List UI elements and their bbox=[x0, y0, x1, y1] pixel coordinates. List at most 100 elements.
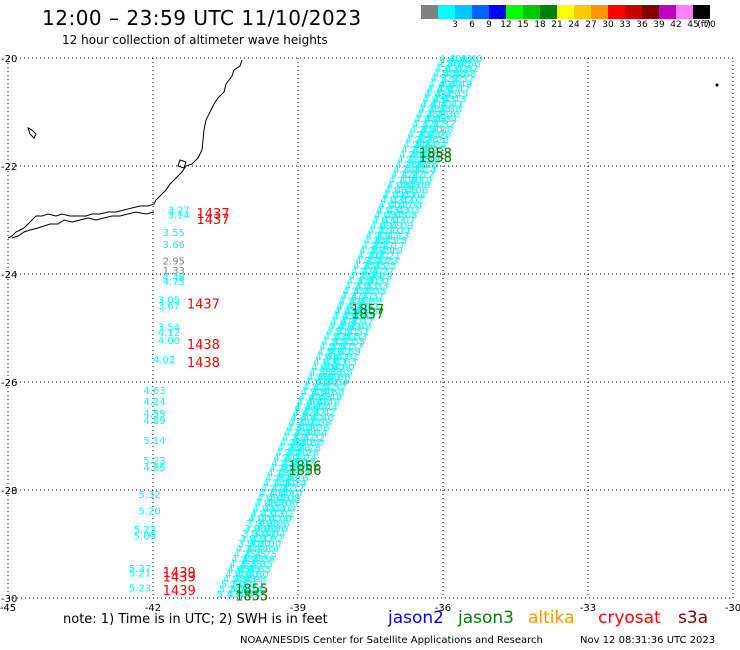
lat-tick-label: -30 bbox=[1, 594, 17, 605]
wave-height-label: 4.52 bbox=[452, 74, 474, 85]
wave-height-label: 4.32 bbox=[282, 433, 304, 444]
wave-height-label: 4.50 bbox=[322, 388, 344, 399]
wave-height-label: 4.47 bbox=[330, 317, 352, 328]
pass-time-label: 1858 bbox=[419, 151, 452, 166]
wave-height-label: 4.10 bbox=[410, 175, 432, 186]
wave-height-label: 4.38 bbox=[429, 105, 451, 116]
wave-height-label: 4.41 bbox=[347, 302, 369, 313]
wave-height-label: 4.38 bbox=[231, 554, 253, 565]
wave-height-label: 4.27 bbox=[372, 266, 394, 277]
wave-height-label: 4.35 bbox=[343, 286, 365, 297]
wave-height-label: 4.12 bbox=[158, 328, 180, 339]
wave-height-label: 4.50 bbox=[301, 388, 323, 399]
wave-height-label: 5.24 bbox=[219, 585, 241, 596]
wave-height-label: 4.41 bbox=[420, 99, 442, 110]
wave-height-label: 4.54 bbox=[316, 377, 338, 388]
wave-height-label: 4.28 bbox=[288, 443, 310, 454]
wave-height-label: 4.60 bbox=[311, 362, 333, 373]
wave-height-label: 4.54 bbox=[326, 377, 348, 388]
wave-height-label: 4.30 bbox=[301, 438, 323, 449]
wave-height-label: 4.62 bbox=[456, 64, 478, 75]
legend-swatch bbox=[557, 5, 574, 19]
wave-height-label: 4.18 bbox=[278, 468, 300, 479]
wave-height-label: 4.37 bbox=[351, 292, 373, 303]
wave-height-label: 4.60 bbox=[322, 362, 344, 373]
wave-height-label: 4.45 bbox=[353, 312, 375, 323]
wave-height-label: 4.10 bbox=[280, 489, 302, 500]
wave-height-label: 5.20 bbox=[139, 506, 161, 517]
wave-height-label: 4.15 bbox=[374, 236, 396, 247]
lon-tick-label: -36 bbox=[435, 603, 451, 614]
wave-height-label: 4.14 bbox=[246, 544, 268, 555]
wave-height-label: 4.49 bbox=[439, 79, 461, 90]
wave-height-label: 4.52 bbox=[441, 74, 463, 85]
wave-height-label: 4.20 bbox=[421, 150, 443, 161]
pass-time-label: 1857 bbox=[351, 307, 384, 322]
wave-height-label: 4.32 bbox=[412, 120, 434, 131]
wave-height-label: 4.06 bbox=[385, 185, 407, 196]
legend-label: 45 bbox=[687, 20, 699, 30]
wave-height-label: 4.00 bbox=[389, 201, 411, 212]
wave-height-label: 4.43 bbox=[345, 307, 367, 318]
wave-height-label: 4.35 bbox=[364, 286, 386, 297]
lon-tick-label: -45 bbox=[0, 603, 16, 614]
wave-height-label: 4.10 bbox=[399, 175, 421, 186]
wave-height-label: 4.21 bbox=[357, 251, 379, 262]
wave-height-label: 4.45 bbox=[332, 312, 354, 323]
wave-height-label: 4.18 bbox=[408, 155, 430, 166]
wave-height-label: 4.30 bbox=[410, 125, 432, 136]
wave-height-label: 4.12 bbox=[282, 484, 304, 495]
legend-swatch bbox=[421, 5, 438, 19]
wave-height-label: 4.14 bbox=[257, 544, 279, 555]
wave-height-label: 4.56 bbox=[437, 59, 459, 70]
credit-text: NOAA/NESDIS Center for Satellite Applica… bbox=[240, 635, 543, 646]
wave-height-label: 4.14 bbox=[284, 479, 306, 490]
wave-height-label: 4.03 bbox=[387, 206, 409, 217]
wave-height-label: 4.61 bbox=[326, 352, 348, 363]
wave-height-label: 4.17 bbox=[383, 241, 405, 252]
wave-height-label: 4.98 bbox=[234, 575, 256, 586]
legend-swatch bbox=[540, 5, 557, 19]
pass-time-label: 1857 bbox=[351, 303, 384, 318]
wave-height-label: 4.47 bbox=[427, 84, 449, 95]
wave-height-label: 4.26 bbox=[416, 135, 438, 146]
wave-height-label: 4.58 bbox=[309, 367, 331, 378]
wave-height-label: 4.13 bbox=[376, 231, 398, 242]
wave-height-label: 4.22 bbox=[423, 145, 445, 156]
wave-height-label: 4.37 bbox=[362, 292, 384, 303]
wave-height-label: 4.16 bbox=[265, 473, 287, 484]
wave-height-label: 3.67 bbox=[158, 301, 180, 312]
wave-height-label: 4.62 bbox=[446, 64, 468, 75]
wave-height-label: 4.48 bbox=[299, 393, 321, 404]
island-path bbox=[177, 159, 187, 169]
wave-height-label: 4.09 bbox=[381, 221, 403, 232]
wave-height-label: 4.26 bbox=[297, 448, 319, 459]
wave-height-label: 4.25 bbox=[234, 549, 256, 560]
map-grid: -45 -42 -39 -36 -33 -30 -20 -22 -24 -26 -28 -30 bbox=[0, 54, 740, 614]
wave-height-label: 4.02 bbox=[250, 509, 272, 520]
wave-height-label: 4.09 bbox=[370, 221, 392, 232]
wave-height-label: 4.65 bbox=[227, 564, 249, 575]
wave-height-label: 4.24 bbox=[425, 140, 447, 151]
legend-swatch bbox=[489, 5, 506, 19]
wave-height-label: 5.11 bbox=[232, 580, 254, 591]
wave-height-label: 4.22 bbox=[412, 145, 434, 156]
wave-height-label: 4.53 bbox=[324, 332, 346, 343]
wave-height-label: 4.43 bbox=[334, 307, 356, 318]
wave-height-label: 4.38 bbox=[439, 105, 461, 116]
wave-height-label: 4.24 bbox=[143, 397, 165, 408]
wave-height-label: 4.58 bbox=[330, 367, 352, 378]
legend-swatch bbox=[523, 5, 540, 19]
wave-height-label: 4.80 bbox=[225, 569, 247, 580]
wave-height-label: 4.49 bbox=[429, 79, 451, 90]
wave-height-label: 4.44 bbox=[316, 403, 338, 414]
lat-tick-label: -26 bbox=[1, 378, 17, 389]
wave-height-label: 4.40 bbox=[439, 54, 461, 65]
wave-height-label: 4.34 bbox=[435, 115, 457, 126]
wave-height-label: 4.57 bbox=[341, 342, 363, 353]
wave-height-label: 4.00 bbox=[400, 201, 422, 212]
pass-time-label: 1439 bbox=[163, 584, 196, 599]
wave-height-label: 4.18 bbox=[267, 468, 289, 479]
wave-height-label: 4.07 bbox=[372, 216, 394, 227]
wave-height-label: 4.17 bbox=[362, 241, 384, 252]
